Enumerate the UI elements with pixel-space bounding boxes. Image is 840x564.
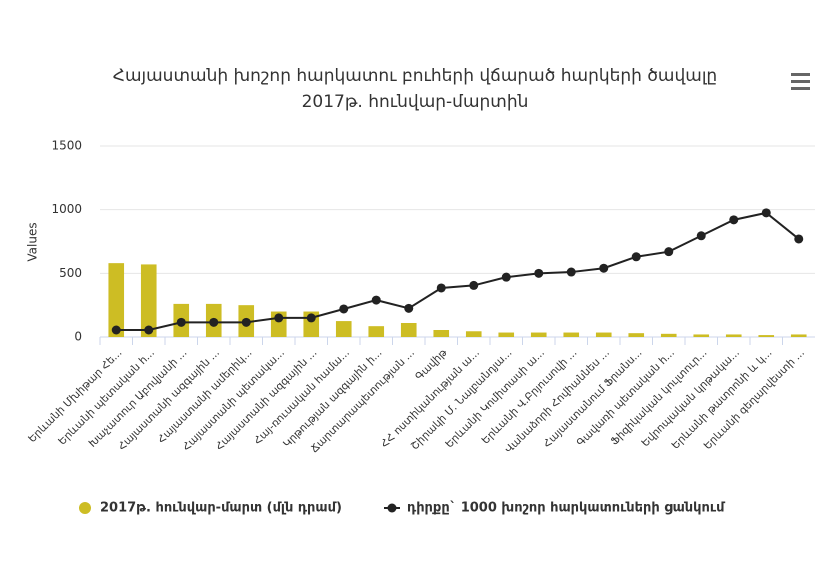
line-point [436,283,446,293]
line-point [566,267,576,277]
y-tick-label: 0 [74,330,82,344]
legend-label: դիրքը` 1000 խոշոր հարկատուների ցանկում [407,501,726,516]
line-point [111,325,121,335]
line-point [306,313,316,323]
line-point [176,317,186,327]
bar [628,333,645,337]
legend-label: 2017թ. հունվար-մարտ (մլն դրամ) [100,501,342,516]
bar [790,334,807,337]
bar [433,329,450,337]
y-tick-label: 500 [59,266,82,280]
line-point [501,272,511,282]
bar [725,334,742,337]
line-point [469,280,479,290]
chart-title: Հայաստանի խոշոր հարկատու բուհերի վճարած … [113,66,717,86]
bar [758,335,775,337]
line-point [274,313,284,323]
bar [530,332,547,337]
bar [335,321,352,337]
line-point [631,252,641,262]
bar [563,332,580,337]
menu-button[interactable] [788,70,814,92]
chart-subtitle: 2017թ. հունվար-մարտին [302,92,529,112]
line-point [794,234,804,244]
bar [595,332,612,337]
y-tick-label: 1500 [51,139,82,153]
bar [400,322,417,337]
line-point [696,231,706,241]
menu-bar[interactable] [791,87,810,90]
y-axis-label: Values [26,222,40,261]
line-point [599,263,609,273]
y-tick-label: 1000 [51,202,82,216]
line-point [241,317,251,327]
line-point [371,295,381,305]
line-point [209,317,219,327]
menu-bar[interactable] [791,73,810,76]
bar [465,331,482,337]
line-point [404,303,414,313]
line-point [729,215,739,225]
line-point [761,208,771,218]
menu-bar[interactable] [791,80,810,83]
line-point [664,247,674,257]
legend-symbol [79,502,91,514]
bar [140,264,157,337]
legend-symbol [387,503,397,513]
bar [368,326,385,337]
bar [660,333,677,337]
line-point [339,304,349,314]
line-point [534,268,544,278]
bar [693,334,710,337]
line-point [144,325,154,335]
line [116,211,800,331]
bar [498,332,515,337]
bar [108,263,125,337]
